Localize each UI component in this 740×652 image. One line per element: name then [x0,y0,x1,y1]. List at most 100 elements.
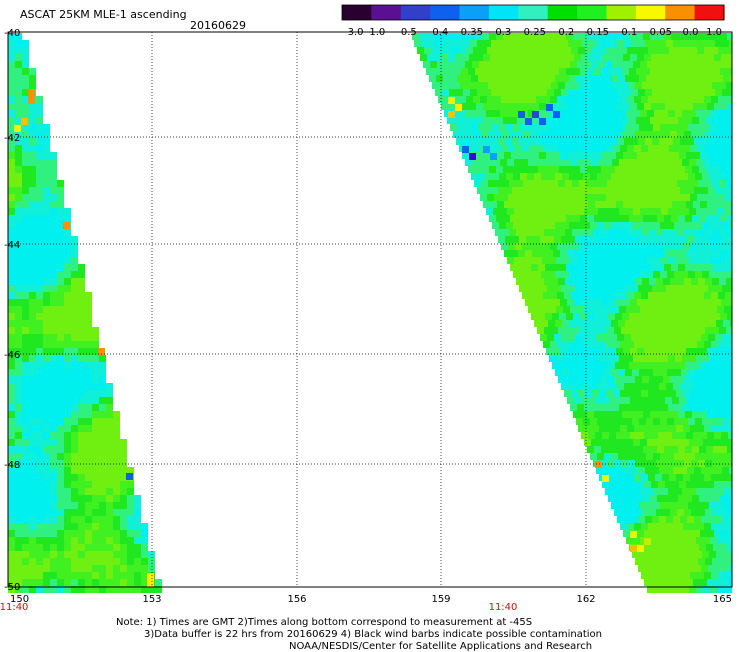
lat-label: -44 [4,240,20,251]
data-cell [22,509,29,516]
data-cell [576,369,583,376]
data-cell [605,488,612,495]
data-cell [8,418,15,425]
data-cell [598,208,605,215]
data-cell [15,278,22,285]
data-cell [508,243,515,250]
data-cell [134,551,141,558]
data-cell [92,481,99,488]
data-cell [631,40,638,47]
data-cell [666,236,673,243]
data-cell [615,215,622,222]
data-cell [71,341,78,348]
data-cell [29,138,36,145]
data-cell [57,425,64,432]
data-cell [483,152,490,159]
data-cell [583,271,590,278]
data-cell [487,194,494,201]
data-cell [704,96,711,103]
data-cell [692,411,699,418]
data-cell [633,355,640,362]
data-cell [8,138,15,145]
data-cell [134,537,141,544]
data-cell [588,299,595,306]
data-cell [679,579,686,586]
data-cell [623,348,630,355]
data-cell [127,502,134,509]
data-cell [8,558,15,565]
data-cell [71,411,78,418]
data-cell [64,215,71,222]
data-cell [608,117,615,124]
data-cell [628,229,635,236]
data-cell [604,75,611,82]
data-cell [587,68,594,75]
data-cell [29,369,36,376]
data-cell [623,397,630,404]
data-cell [568,236,575,243]
data-cell [441,103,448,110]
data-cell [589,383,596,390]
data-cell [714,530,721,537]
data-cell [36,208,43,215]
colorbar-frame [341,4,725,21]
data-cell [664,411,671,418]
data-cell [692,166,699,173]
data-cell [717,355,724,362]
data-cell [549,257,556,264]
data-cell [628,509,635,516]
data-cell [646,453,653,460]
data-cell [501,194,508,201]
data-cell [614,131,621,138]
data-cell [120,579,127,586]
lon-label: 153 [142,594,161,605]
data-cell [601,446,608,453]
data-cell [650,33,657,40]
data-cell [727,544,732,551]
data-cell [585,425,592,432]
data-cell [707,579,714,586]
data-cell [555,124,562,131]
data-cell [558,82,565,89]
data-cell [667,551,674,558]
data-cell [664,166,671,173]
data-cell [708,40,715,47]
data-cell [85,572,92,579]
data-cell [529,96,536,103]
data-cell [728,54,732,61]
data-cell [562,320,569,327]
data-cell [50,586,57,593]
data-cell [590,124,597,131]
data-cell [36,187,43,194]
data-cell [591,208,598,215]
data-cell [29,362,36,369]
data-cell [467,131,474,138]
data-cell [71,250,78,257]
data-cell [675,586,682,593]
data-cell [703,586,710,593]
data-cell [641,572,648,579]
data-cell [511,250,518,257]
data-cell [501,145,508,152]
data-cell [725,390,732,397]
data-cell [515,145,522,152]
data-cell [726,82,732,89]
data-cell [645,40,652,47]
data-cell [616,201,623,208]
data-cell [590,418,597,425]
data-cell [36,117,43,124]
data-cell [658,348,665,355]
data-cell [29,355,36,362]
data-cell [604,173,611,180]
data-cell [511,201,518,208]
data-cell [43,523,50,530]
data-cell [712,509,719,516]
data-cell [631,467,638,474]
lat-label: -50 [4,582,20,593]
data-cell [495,180,502,187]
data-cell [29,341,36,348]
data-cell [64,481,71,488]
data-cell [64,586,71,593]
data-cell [576,124,583,131]
data-cell [8,33,15,40]
